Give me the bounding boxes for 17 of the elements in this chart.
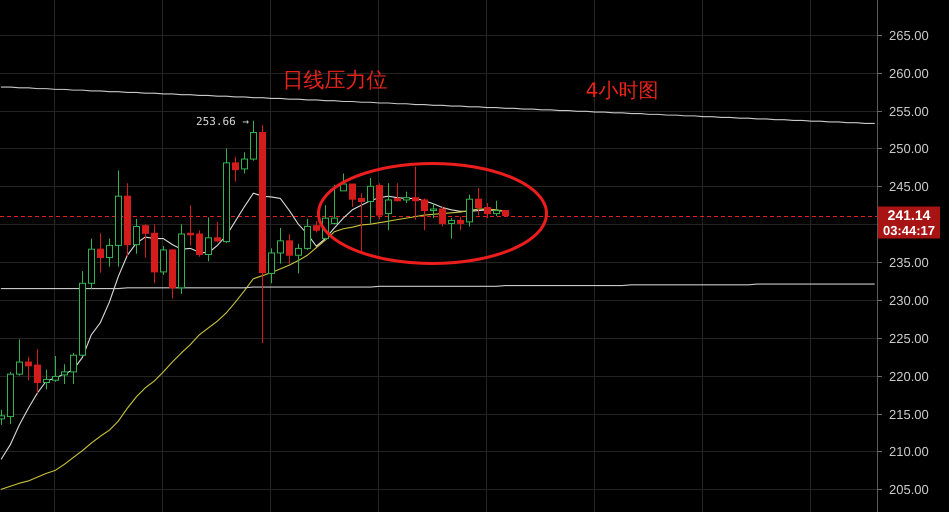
y-tick-label: 250.00 bbox=[889, 141, 929, 156]
y-tick-label: 210.00 bbox=[889, 444, 929, 459]
y-tick-label: 215.00 bbox=[889, 407, 929, 422]
y-tick-label: 230.00 bbox=[889, 293, 929, 308]
annotation: 253.66 → bbox=[196, 115, 250, 128]
y-tick-label: 245.00 bbox=[889, 179, 929, 194]
ref-line-label: 241.14 bbox=[888, 207, 931, 223]
text: 4小时图 bbox=[586, 78, 658, 102]
y-tick-label: 255.00 bbox=[889, 104, 929, 119]
y-tick-label: 205.00 bbox=[889, 482, 929, 497]
y-tick-label: 260.00 bbox=[889, 66, 929, 81]
y-tick-label: 265.00 bbox=[889, 28, 929, 43]
y-tick-label: 225.00 bbox=[889, 331, 929, 346]
text: 03:44:17 bbox=[882, 223, 936, 238]
annotation: 日线压力位 bbox=[282, 68, 388, 92]
y-tick-label: 235.00 bbox=[889, 255, 929, 270]
y-tick-label: 220.00 bbox=[889, 369, 929, 384]
